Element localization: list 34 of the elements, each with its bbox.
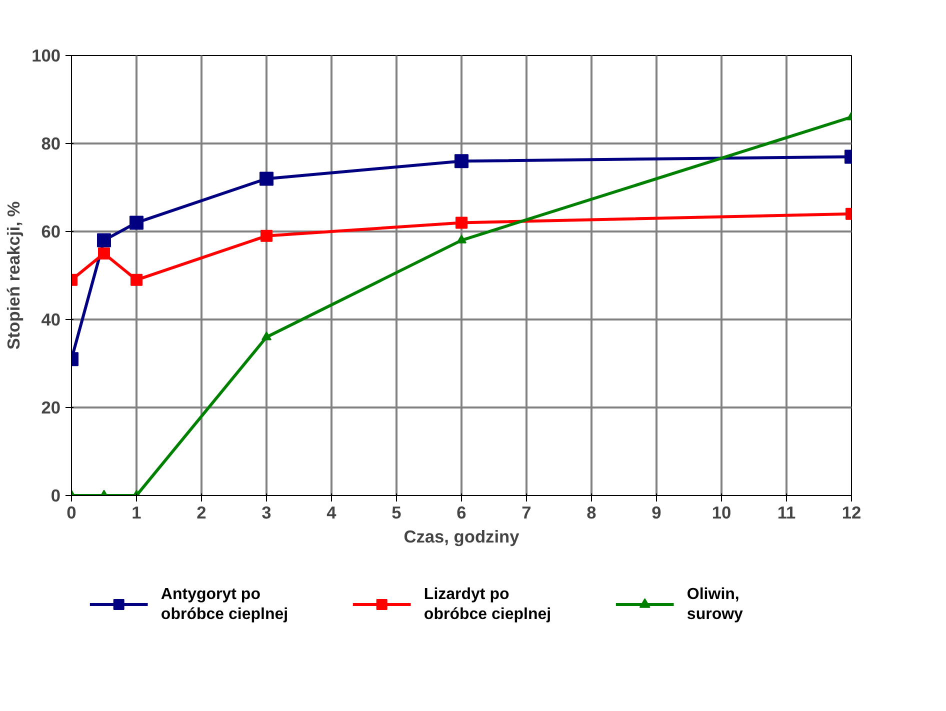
y-axis-title: Stopień reakcji, % bbox=[4, 201, 24, 350]
x-tick-label: 10 bbox=[712, 502, 732, 522]
x-tick-label: 5 bbox=[392, 502, 402, 522]
point bbox=[98, 248, 110, 260]
point bbox=[260, 172, 274, 186]
x-tick-label: 11 bbox=[777, 502, 796, 522]
x-tick-label: 2 bbox=[196, 502, 206, 522]
point bbox=[456, 234, 466, 244]
y-tick-label: 20 bbox=[41, 398, 61, 418]
point bbox=[97, 233, 111, 248]
y-tick-label: 80 bbox=[41, 134, 61, 154]
y-tick-label: 100 bbox=[32, 46, 61, 66]
point bbox=[454, 154, 468, 168]
legend-label: Oliwin, surowy bbox=[686, 586, 744, 624]
x-tick-label: 0 bbox=[66, 502, 76, 522]
x-tick-label: 8 bbox=[586, 502, 597, 522]
point bbox=[130, 216, 144, 230]
x-tick-label: 1 bbox=[132, 502, 142, 522]
point bbox=[262, 331, 272, 340]
point bbox=[260, 230, 272, 242]
legend-label: Lizardyt po obróbce cieplnej bbox=[424, 586, 552, 624]
x-tick-label: 4 bbox=[326, 502, 337, 522]
x-tick-label: 6 bbox=[456, 502, 467, 522]
y-tick-label: 60 bbox=[41, 222, 61, 242]
x-tick-label: 7 bbox=[522, 502, 532, 522]
legend-label: Antygoryt po obróbce cieplnej bbox=[160, 586, 288, 624]
x-axis-title: Czas, godziny bbox=[404, 526, 520, 546]
point bbox=[456, 216, 468, 229]
point bbox=[130, 274, 142, 286]
x-tick-label: 12 bbox=[842, 502, 862, 522]
x-tick-label: 3 bbox=[262, 502, 272, 522]
x-tick-label: 9 bbox=[652, 502, 662, 522]
y-tick-label: 0 bbox=[50, 486, 61, 506]
y-tick-label: 40 bbox=[41, 310, 61, 330]
